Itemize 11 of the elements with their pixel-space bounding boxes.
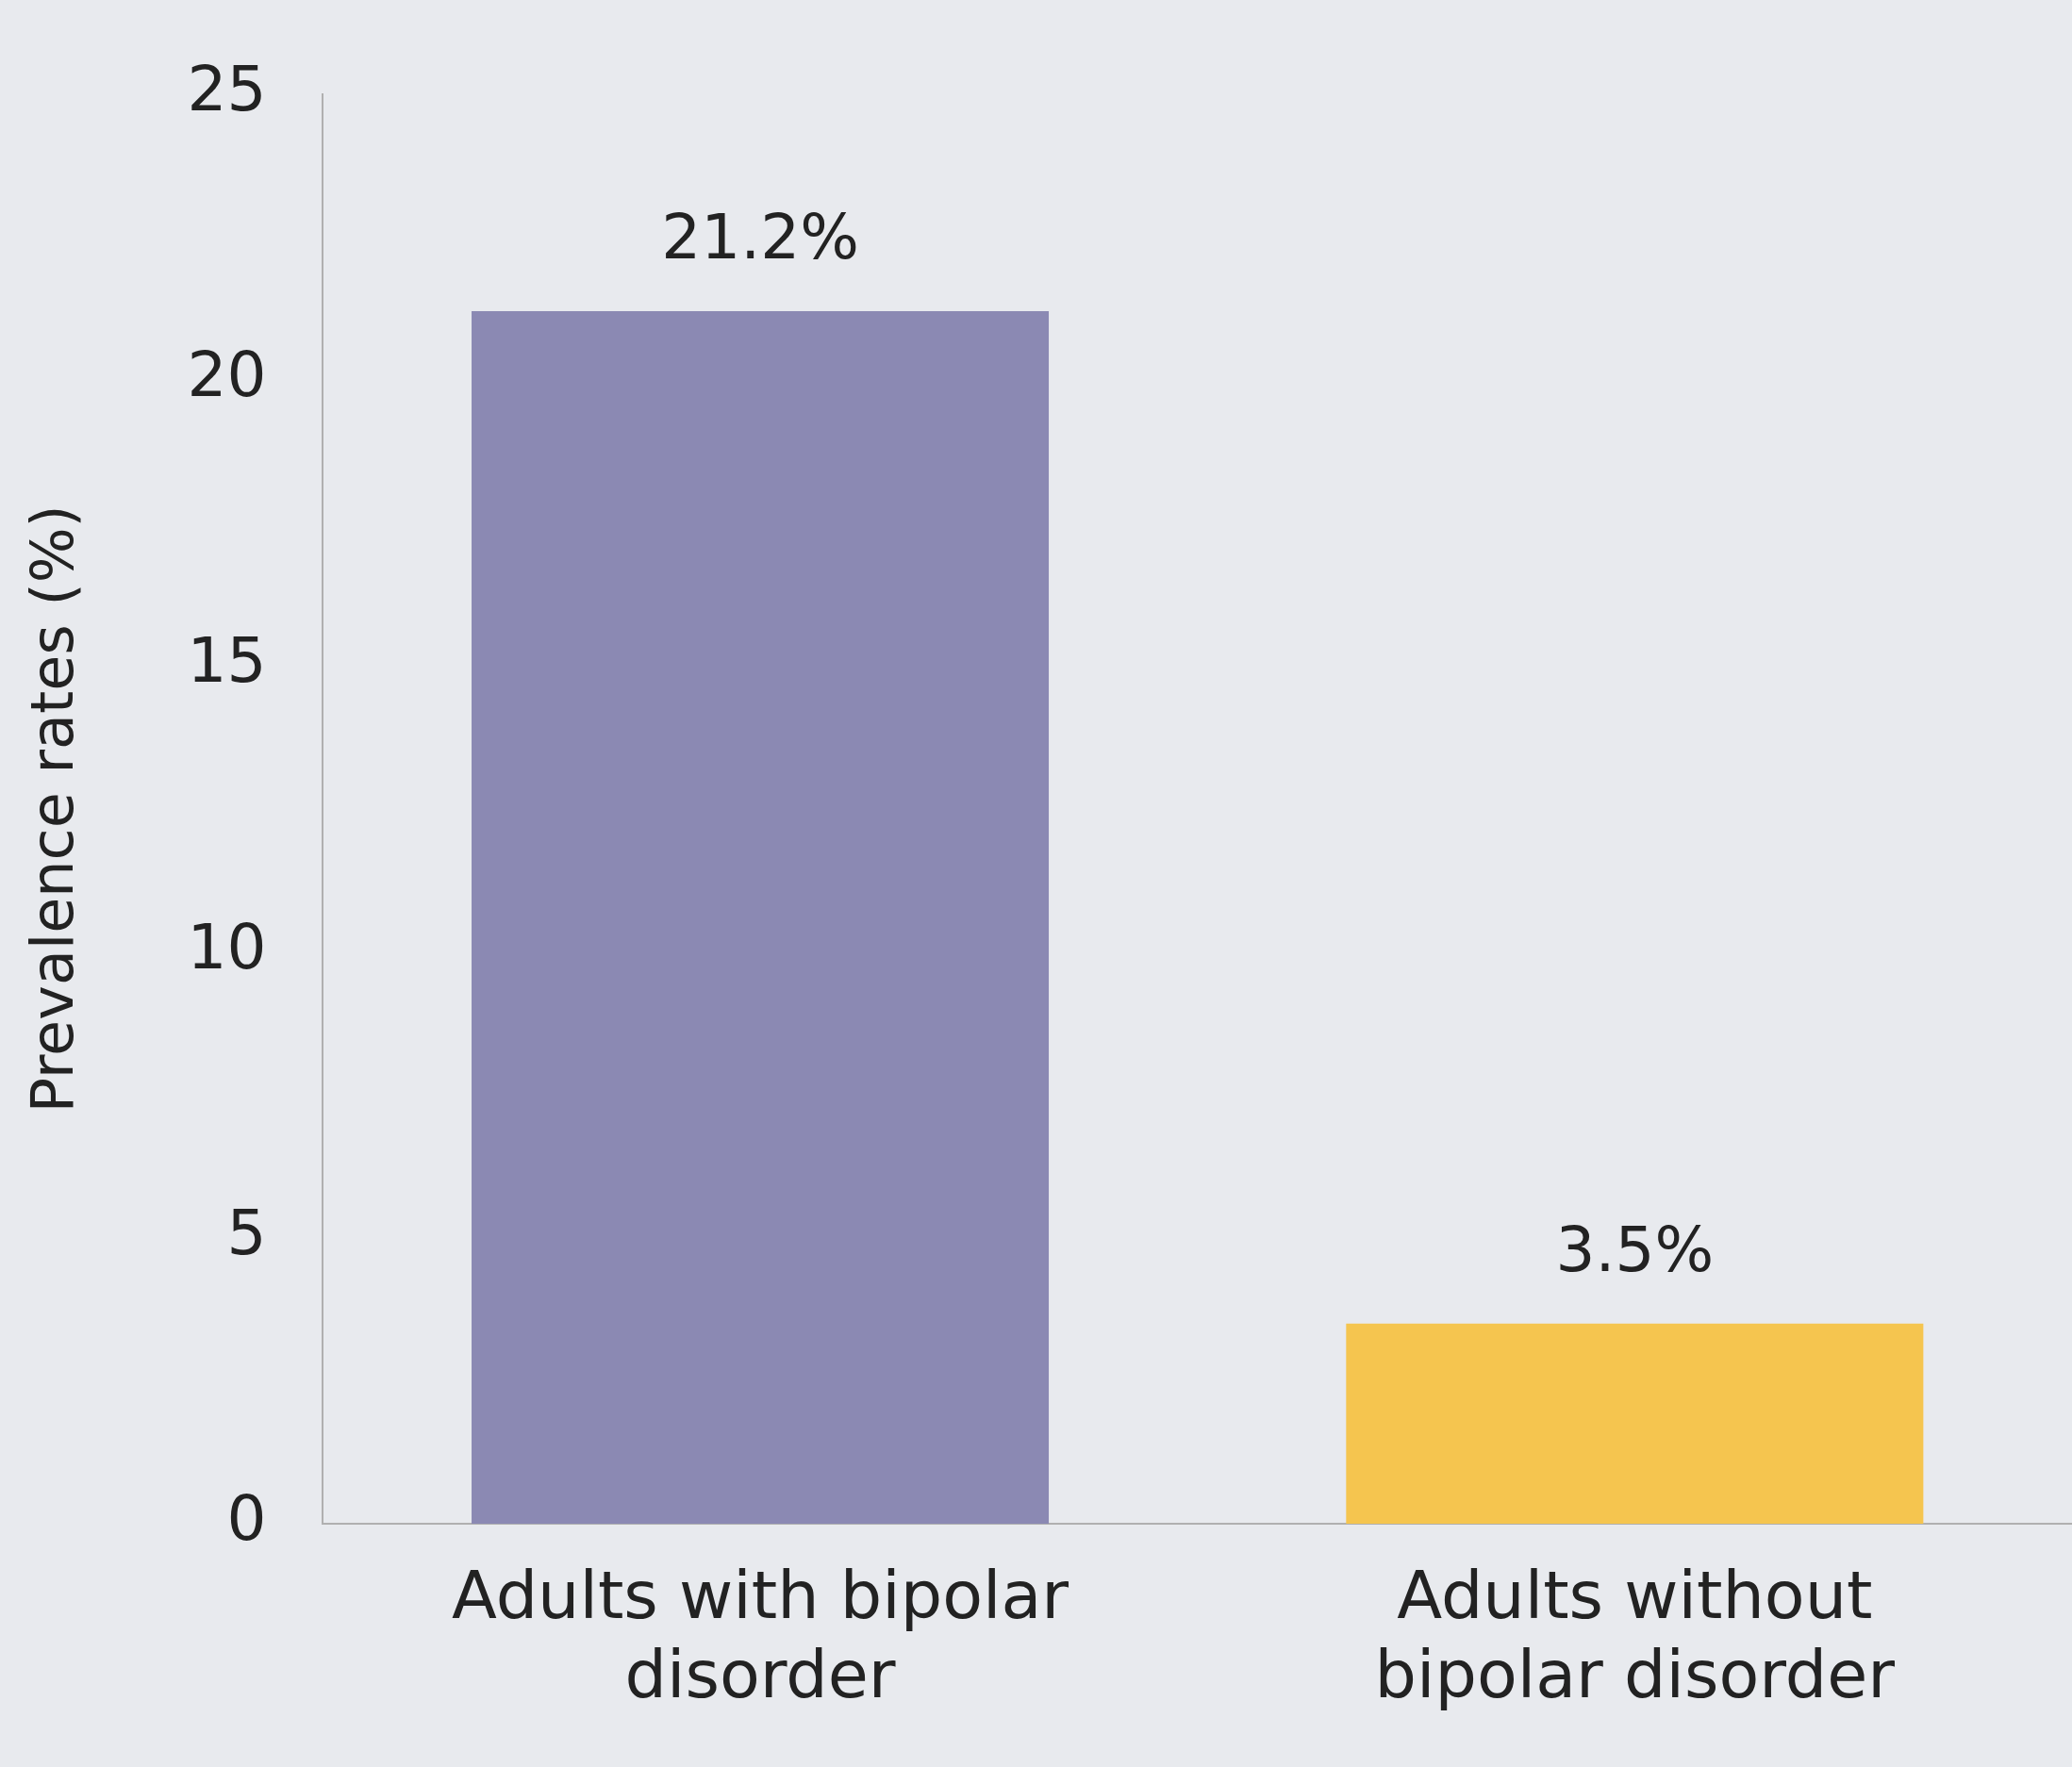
y-tick-label: 0 [226,1482,267,1556]
x-tick-label: Adults with bipolar disorder [451,1557,1069,1714]
y-tick-label: 25 [187,52,267,125]
x-tick-label: Adults without bipolar disorder [1374,1557,1896,1714]
y-tick-label: 5 [226,1196,267,1269]
y-tick-label: 20 [187,339,267,412]
y-tick-label: 10 [187,910,267,983]
data-label: 3.5% [1555,1213,1715,1286]
y-tick-label: 15 [187,624,267,698]
y-axis-title: Prevalence rates (%) [18,504,88,1114]
data-label: 21.2% [661,201,859,274]
